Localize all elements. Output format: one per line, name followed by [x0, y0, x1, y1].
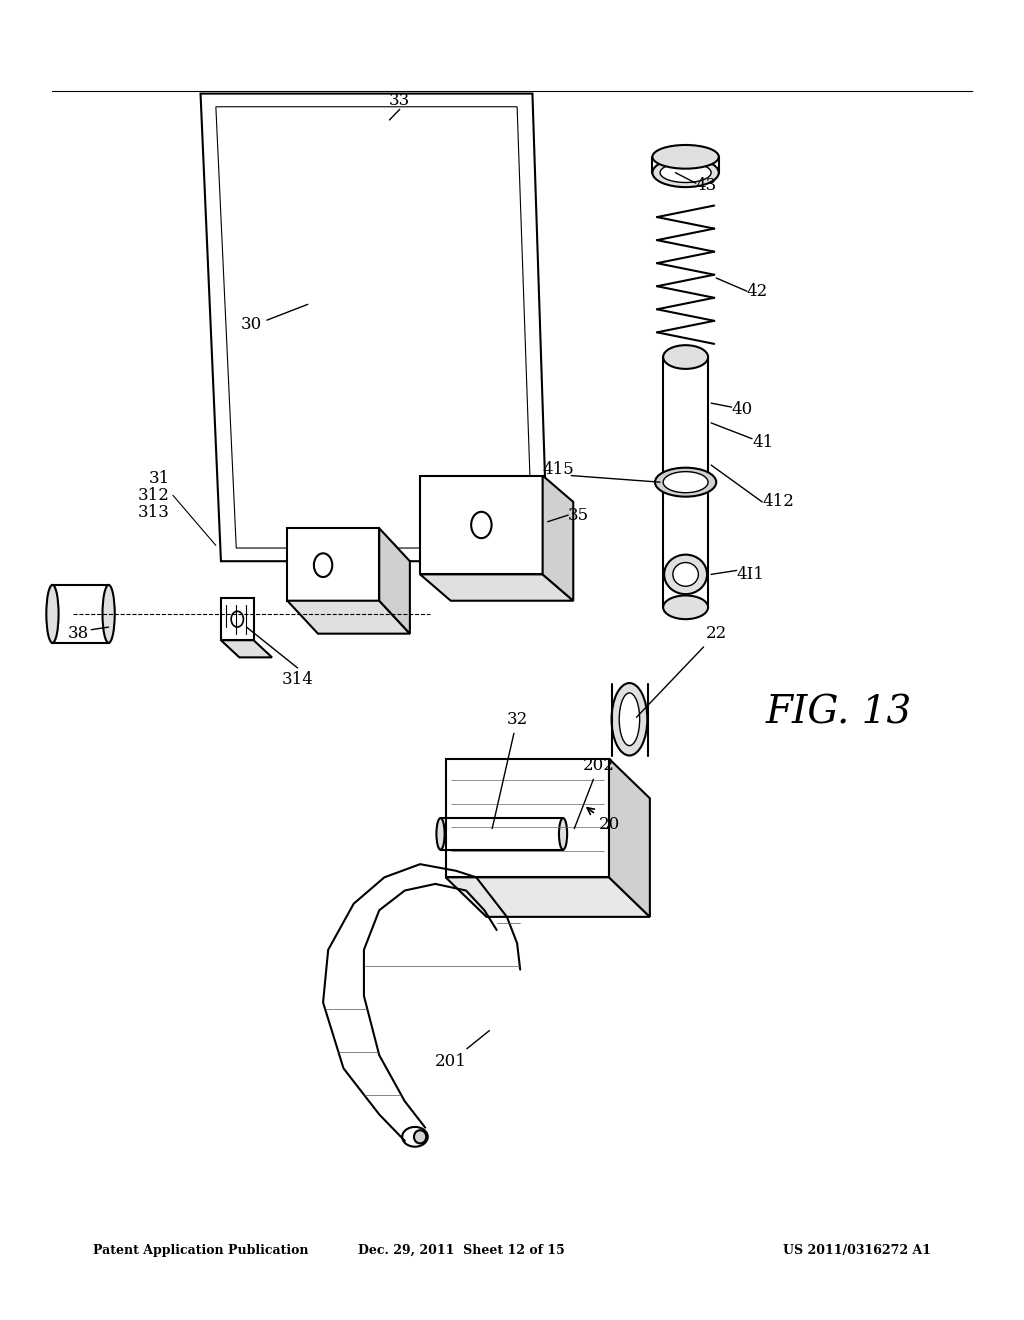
Ellipse shape — [660, 162, 711, 182]
Text: 313: 313 — [138, 504, 170, 521]
Text: 22: 22 — [637, 626, 727, 717]
Ellipse shape — [664, 471, 708, 492]
Ellipse shape — [652, 145, 719, 169]
Polygon shape — [420, 475, 543, 574]
Text: 415: 415 — [542, 461, 573, 478]
Polygon shape — [52, 585, 109, 643]
Text: 40: 40 — [731, 401, 753, 418]
Polygon shape — [664, 356, 708, 607]
Ellipse shape — [314, 553, 332, 577]
Ellipse shape — [102, 585, 115, 643]
Text: FIG. 13: FIG. 13 — [766, 694, 912, 731]
Ellipse shape — [471, 512, 492, 539]
Text: 42: 42 — [746, 282, 768, 300]
Text: 412: 412 — [762, 494, 794, 511]
Text: 38: 38 — [68, 626, 89, 642]
Text: 20: 20 — [587, 808, 620, 833]
Ellipse shape — [372, 540, 397, 564]
Polygon shape — [216, 107, 532, 548]
Ellipse shape — [673, 562, 698, 586]
Text: US 2011/0316272 A1: US 2011/0316272 A1 — [782, 1243, 931, 1257]
Text: 33: 33 — [389, 91, 411, 108]
Text: 201: 201 — [435, 1031, 489, 1071]
Polygon shape — [543, 475, 573, 601]
Text: 4I1: 4I1 — [736, 566, 765, 583]
Polygon shape — [379, 528, 410, 634]
Ellipse shape — [46, 585, 58, 643]
Ellipse shape — [655, 467, 716, 496]
Polygon shape — [221, 598, 254, 640]
Polygon shape — [221, 640, 272, 657]
Text: Patent Application Publication: Patent Application Publication — [93, 1243, 309, 1257]
Text: 32: 32 — [493, 710, 527, 829]
Text: 202: 202 — [574, 756, 614, 829]
Ellipse shape — [652, 158, 719, 187]
Ellipse shape — [611, 682, 647, 755]
Polygon shape — [288, 601, 410, 634]
Polygon shape — [201, 94, 548, 561]
Polygon shape — [445, 878, 650, 917]
Polygon shape — [609, 759, 650, 917]
Ellipse shape — [664, 346, 708, 368]
Ellipse shape — [402, 1127, 428, 1147]
Text: Dec. 29, 2011  Sheet 12 of 15: Dec. 29, 2011 Sheet 12 of 15 — [357, 1243, 564, 1257]
Ellipse shape — [620, 693, 640, 746]
Text: 312: 312 — [138, 487, 170, 504]
Ellipse shape — [436, 818, 444, 850]
Text: 35: 35 — [568, 507, 589, 524]
Polygon shape — [420, 574, 573, 601]
Ellipse shape — [665, 554, 707, 594]
Polygon shape — [445, 759, 609, 878]
Text: 31: 31 — [148, 470, 170, 487]
Polygon shape — [288, 528, 379, 601]
Text: 41: 41 — [752, 434, 773, 451]
Ellipse shape — [559, 818, 567, 850]
Text: 314: 314 — [282, 672, 313, 688]
Ellipse shape — [231, 611, 244, 627]
Ellipse shape — [664, 595, 708, 619]
Ellipse shape — [414, 1130, 426, 1143]
Text: 43: 43 — [696, 177, 717, 194]
Text: 30: 30 — [241, 315, 262, 333]
